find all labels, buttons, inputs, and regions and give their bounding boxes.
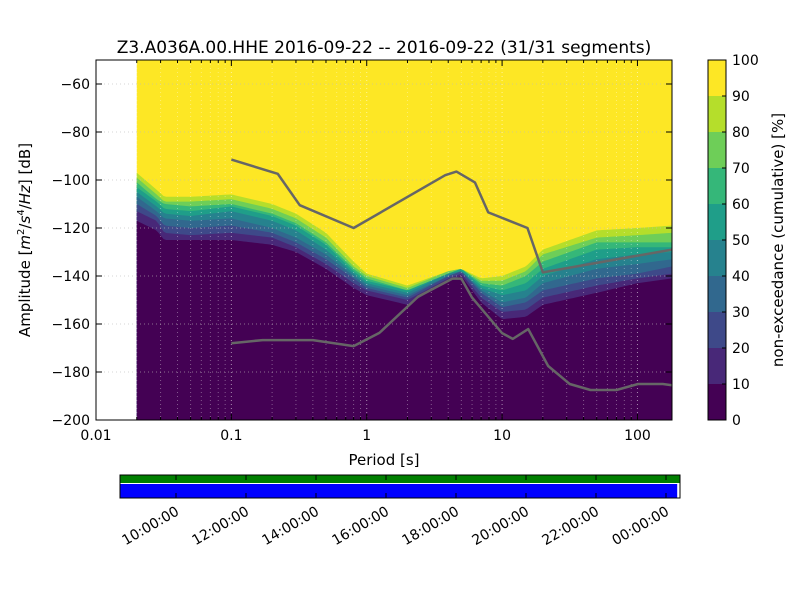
colorbar-segment-2: [708, 312, 726, 348]
colorbar-ticks: 0 10 20 30 40 50 60 70 80 90 100: [722, 53, 759, 429]
x-tick-label: 0.01: [80, 428, 111, 444]
y-tick-label: −80: [60, 125, 90, 141]
y-tick-label: −60: [60, 77, 90, 93]
colorbar-segment-0: [708, 384, 726, 420]
x-tick-label: 100: [624, 428, 651, 444]
colorbar-label: non-exceedance (cumulative) [%]: [769, 113, 787, 367]
ppsd-axes: 0.01 0.1 1 10 100 −60 −80 −100 −120 −140 −160 −180…: [52, 59, 673, 444]
colorbar-segment-9: [708, 60, 726, 96]
coverage-outline: [119, 474, 681, 499]
colorbar-segment-7: [708, 132, 726, 168]
y-tick-label: −140: [52, 269, 90, 285]
chart-title: Z3.A036A.00.HHE 2016-09-22 -- 2016-09-22…: [117, 38, 652, 58]
colorbar-tick-label: 100: [732, 53, 759, 69]
x-tick-label: 10: [493, 428, 511, 444]
noise-models: [230, 158, 673, 392]
colorbar-tick-label: 70: [732, 161, 750, 177]
colorbar-segment-1: [708, 348, 726, 384]
band-0-10: [136, 220, 672, 420]
colorbar-tick-label: 50: [732, 233, 750, 249]
coverage-tick-label: 10:00:00: [120, 504, 182, 549]
y-axis-label: Amplitude [m2/s4/Hz] [dB]: [16, 143, 34, 337]
ppsd-heatmap: [136, 60, 672, 420]
data-coverage-strip: [119, 474, 681, 499]
coverage-data-bar: [120, 475, 680, 483]
coverage-tick-label: 00:00:00: [610, 504, 672, 549]
coverage-used-bar: [120, 484, 678, 498]
colorbar-tick-label: 80: [732, 125, 750, 141]
colorbar-tick-label: 60: [732, 197, 750, 213]
coverage-tick-label: 22:00:00: [540, 504, 602, 549]
y-tick-label: −100: [52, 173, 90, 189]
y-tick-label: −200: [52, 413, 90, 429]
colorbar-segment-6: [708, 168, 726, 204]
nhnm-curve: [230, 158, 673, 274]
x-tick-label: 1: [362, 428, 371, 444]
colorbar-tick-label: 10: [732, 377, 750, 393]
plot-frame: [95, 59, 673, 421]
nlnm-curve: [231, 277, 673, 392]
coverage-tick-label: 12:00:00: [190, 504, 252, 549]
colorbar-segment-3: [708, 276, 726, 312]
colorbar: [708, 60, 726, 420]
y-tick-label: −180: [52, 365, 90, 381]
y-axis-ticks: −60 −80 −100 −120 −140 −160 −180 −200: [52, 77, 672, 429]
grid-lines: [96, 60, 672, 420]
coverage-tick-label: 14:00:00: [260, 504, 322, 549]
colorbar-tick-label: 30: [732, 305, 750, 321]
x-axis-ticks: 0.01 0.1 1 10 100: [80, 60, 651, 444]
coverage-tick-label: 18:00:00: [400, 504, 462, 549]
coverage-tick-label: 20:00:00: [470, 504, 532, 549]
colorbar-segment-8: [708, 96, 726, 132]
colorbar-tick-label: 90: [732, 89, 750, 105]
x-tick-label: 0.1: [220, 428, 242, 444]
y-tick-label: −160: [52, 317, 90, 333]
colorbar-segment-5: [708, 204, 726, 240]
colorbar-segment-4: [708, 240, 726, 276]
colorbar-tick-label: 20: [732, 341, 750, 357]
colorbar-tick-label: 0: [732, 413, 741, 429]
coverage-tick-label: 16:00:00: [330, 504, 392, 549]
x-axis-label: Period [s]: [348, 451, 419, 469]
colorbar-tick-label: 40: [732, 269, 750, 285]
y-tick-label: −120: [52, 221, 90, 237]
colorbar-frame: [707, 59, 727, 421]
